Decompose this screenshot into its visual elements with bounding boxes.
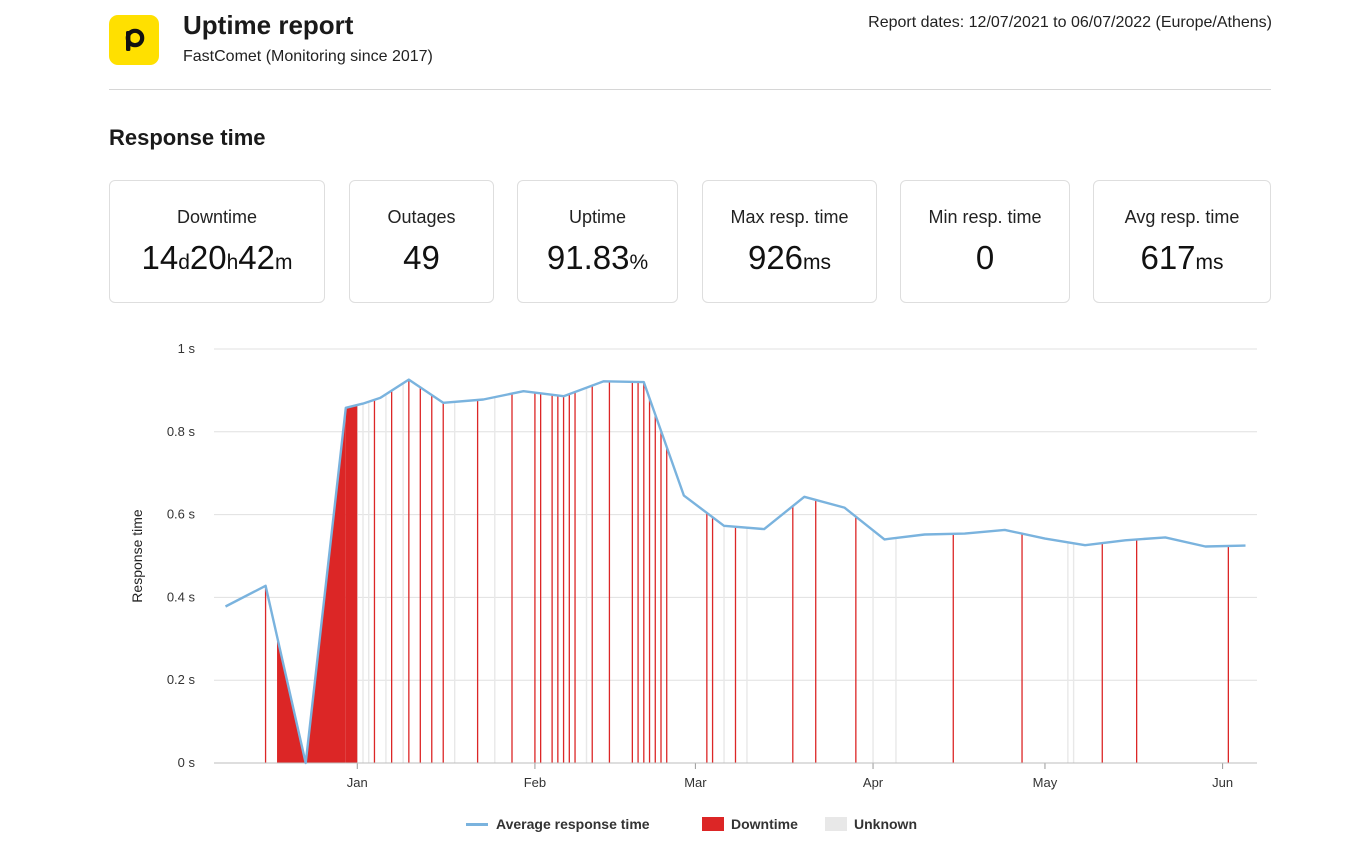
stat-label: Downtime bbox=[176, 207, 258, 227]
y-tick-label: 1 s bbox=[178, 341, 196, 356]
stat-card-downtime: Downtime 14d20h42m bbox=[109, 180, 325, 303]
logo-p-icon bbox=[125, 28, 145, 51]
downtime-days: 14 bbox=[141, 239, 179, 276]
stat-label: Avg resp. time bbox=[1124, 207, 1240, 227]
x-tick-label: Mar bbox=[684, 775, 707, 790]
x-tick-label: Apr bbox=[863, 775, 884, 790]
legend-item-downtime[interactable]: Downtime bbox=[702, 816, 798, 832]
stat-label: Uptime bbox=[568, 207, 626, 227]
x-tick-label: Feb bbox=[524, 775, 546, 790]
y-tick-label: 0.8 s bbox=[167, 424, 196, 439]
stat-label: Max resp. time bbox=[730, 207, 849, 227]
legend-downtime-swatch bbox=[702, 817, 724, 831]
section-title: Response time bbox=[109, 125, 266, 150]
y-axis-label: Response time bbox=[129, 509, 145, 603]
stat-label: Min resp. time bbox=[928, 207, 1042, 227]
legend-label: Downtime bbox=[731, 816, 798, 832]
x-tick-label: Jun bbox=[1212, 775, 1233, 790]
unit-hours: h bbox=[226, 251, 239, 274]
stat-value: 0 bbox=[901, 238, 1069, 278]
unit-ms: ms bbox=[1195, 251, 1224, 274]
y-tick-label: 0.4 s bbox=[167, 589, 196, 604]
min-value: 0 bbox=[975, 239, 995, 276]
unit-days: d bbox=[178, 251, 190, 274]
y-tick-label: 0.2 s bbox=[167, 672, 196, 687]
legend-label: Unknown bbox=[854, 816, 917, 832]
stat-card-outages: Outages 49 bbox=[349, 180, 494, 303]
app-logo bbox=[109, 15, 159, 65]
avg-value: 617 bbox=[1140, 239, 1196, 276]
unit-minutes: m bbox=[275, 251, 293, 274]
stat-value: 49 bbox=[350, 238, 493, 278]
legend-line-swatch bbox=[466, 822, 488, 826]
uptime-value: 91.83 bbox=[546, 239, 630, 276]
legend-label: Average response time bbox=[496, 816, 650, 832]
header-divider bbox=[109, 89, 1271, 90]
legend-item-unknown[interactable]: Unknown bbox=[825, 816, 917, 832]
unit-percent: % bbox=[629, 251, 649, 274]
stat-value: 926ms bbox=[703, 238, 876, 283]
stat-card-avg-resp: Avg resp. time 617ms bbox=[1093, 180, 1271, 303]
page-subtitle: FastComet (Monitoring since 2017) bbox=[183, 48, 433, 65]
stat-value: 14d20h42m bbox=[110, 238, 324, 283]
series-line-average-response-time bbox=[224, 378, 1246, 765]
stat-card-max-resp: Max resp. time 926ms bbox=[702, 180, 877, 303]
stat-card-uptime: Uptime 91.83% bbox=[517, 180, 678, 303]
x-tick-label: May bbox=[1033, 775, 1058, 790]
stat-value: 617ms bbox=[1094, 238, 1270, 283]
downtime-hours: 20 bbox=[189, 239, 227, 276]
downtime-minutes: 42 bbox=[238, 239, 276, 276]
report-dates: Report dates: 12/07/2021 to 06/07/2022 (… bbox=[868, 14, 1272, 31]
stat-card-min-resp: Min resp. time 0 bbox=[900, 180, 1070, 303]
page-title: Uptime report bbox=[183, 10, 354, 40]
max-value: 926 bbox=[747, 239, 804, 276]
legend-item-line[interactable]: Average response time bbox=[466, 816, 650, 832]
outages-value: 49 bbox=[403, 239, 440, 276]
stat-value: 91.83% bbox=[518, 238, 677, 283]
legend-unknown-swatch bbox=[825, 817, 847, 831]
unit-ms: ms bbox=[803, 251, 832, 274]
stat-label: Outages bbox=[387, 207, 456, 227]
x-tick-label: Jan bbox=[347, 775, 368, 790]
downtime-region bbox=[345, 405, 358, 763]
y-tick-label: 0.6 s bbox=[167, 507, 196, 522]
y-tick-label: 0 s bbox=[178, 755, 196, 770]
